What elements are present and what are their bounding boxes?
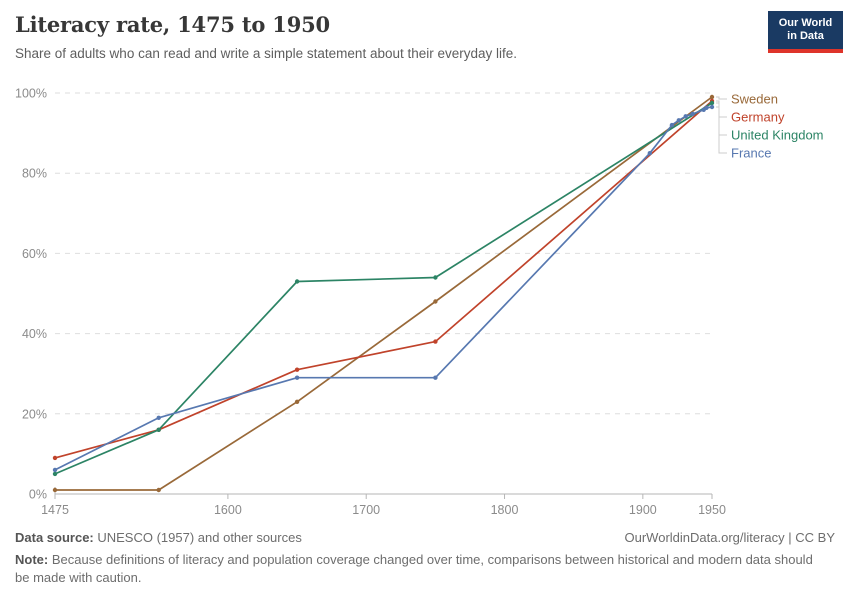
- chart-svg: 0% 20% 40% 60% 80% 100% 1475 1600 1700 1800 1900 19…: [15, 87, 824, 518]
- data-source-line: Data source: UNESCO (1957) and other sou…: [15, 530, 302, 545]
- data-point-france[interactable]: [156, 415, 161, 420]
- y-axis-label: 0%: [29, 488, 47, 502]
- data-point-sweden[interactable]: [709, 94, 715, 100]
- owid-logo[interactable]: Our World in Data: [768, 11, 843, 53]
- owid-logo-box: Our World in Data: [768, 11, 843, 49]
- chart-footer: Data source: UNESCO (1957) and other sou…: [15, 530, 835, 587]
- data-point-united-kingdom[interactable]: [433, 275, 438, 280]
- data-point-germany[interactable]: [433, 339, 438, 344]
- data-point-france[interactable]: [683, 114, 688, 119]
- y-axis-label: 20%: [22, 407, 47, 421]
- credit-link[interactable]: OurWorldinData.org/literacy | CC BY: [624, 530, 835, 545]
- legend-connector-france: [716, 106, 727, 154]
- data-source-label: Data source:: [15, 530, 94, 545]
- legend-label-germany[interactable]: Germany: [731, 110, 785, 125]
- y-axis-label: 80%: [22, 167, 47, 181]
- x-axis-label: 1900: [629, 503, 657, 517]
- x-axis-label: 1600: [214, 503, 242, 517]
- data-point-france[interactable]: [704, 105, 709, 110]
- chart-header: Literacy rate, 1475 to 1950 Share of adu…: [15, 12, 755, 61]
- note-label: Note:: [15, 552, 49, 567]
- page-title: Literacy rate, 1475 to 1950: [15, 12, 330, 37]
- data-point-united-kingdom[interactable]: [709, 100, 715, 106]
- owid-logo-line2: in Data: [787, 30, 824, 42]
- data-point-sweden[interactable]: [294, 399, 300, 404]
- y-axis-label: 100%: [15, 87, 47, 101]
- data-point-france[interactable]: [52, 467, 58, 473]
- data-source-text: UNESCO (1957) and other sources: [93, 530, 302, 545]
- chart-subtitle: Share of adults who can read and write a…: [15, 46, 518, 61]
- data-point-france[interactable]: [709, 104, 715, 110]
- data-point-france[interactable]: [690, 111, 695, 117]
- legend-connector-sweden: [716, 96, 727, 100]
- data-point-france[interactable]: [647, 151, 652, 156]
- owid-logo-accent-bar: [768, 49, 843, 53]
- series-line-united-kingdom[interactable]: [54, 102, 713, 475]
- data-point-sweden[interactable]: [433, 299, 438, 304]
- legend-label-france[interactable]: France: [731, 146, 771, 161]
- y-axis-label: 40%: [22, 327, 47, 341]
- data-point-germany[interactable]: [294, 367, 300, 372]
- legend-label-sweden[interactable]: Sweden: [731, 92, 778, 107]
- x-axis-label: 1950: [698, 503, 726, 517]
- x-axis-label: 1800: [491, 503, 519, 517]
- note-text: Because definitions of literacy and popu…: [15, 552, 813, 585]
- x-axis-label: 1700: [352, 503, 380, 517]
- data-point-united-kingdom[interactable]: [294, 279, 300, 284]
- data-point-france[interactable]: [669, 122, 675, 128]
- x-axis-label: 1475: [41, 503, 69, 517]
- data-point-sweden[interactable]: [52, 487, 58, 493]
- legend-connector-united-kingdom: [716, 102, 727, 136]
- data-point-united-kingdom[interactable]: [156, 427, 161, 432]
- data-point-france[interactable]: [676, 118, 681, 123]
- data-point-france[interactable]: [294, 375, 300, 380]
- owid-logo-line1: Our World: [778, 17, 833, 29]
- data-point-germany[interactable]: [52, 455, 58, 461]
- legend-label-united-kingdom[interactable]: United Kingdom: [731, 128, 824, 143]
- data-point-united-kingdom[interactable]: [52, 471, 58, 477]
- data-point-sweden[interactable]: [156, 487, 161, 493]
- chart-note: Note: Because definitions of literacy an…: [15, 551, 823, 587]
- series-line-france[interactable]: [54, 106, 713, 471]
- data-point-france[interactable]: [433, 375, 438, 380]
- y-axis-label: 60%: [22, 247, 47, 261]
